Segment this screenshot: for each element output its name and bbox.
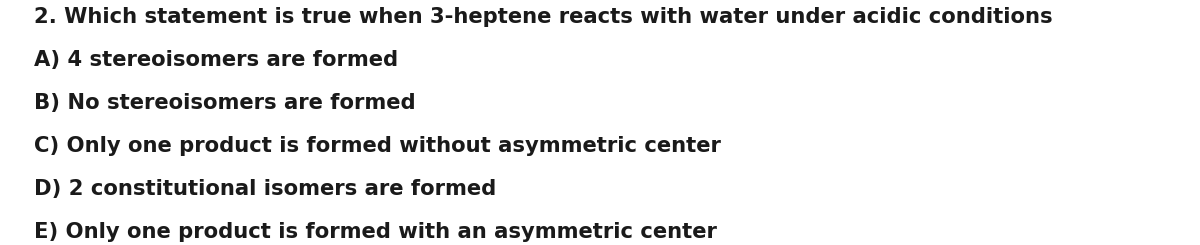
Text: E) Only one product is formed with an asymmetric center: E) Only one product is formed with an as… — [34, 222, 716, 242]
Text: D) 2 constitutional isomers are formed: D) 2 constitutional isomers are formed — [34, 179, 496, 199]
Text: C) Only one product is formed without asymmetric center: C) Only one product is formed without as… — [34, 136, 720, 156]
Text: A) 4 stereoisomers are formed: A) 4 stereoisomers are formed — [34, 50, 397, 70]
Text: B) No stereoisomers are formed: B) No stereoisomers are formed — [34, 93, 415, 113]
Text: 2. Which statement is true when 3-heptene reacts with water under acidic conditi: 2. Which statement is true when 3-hepten… — [34, 7, 1052, 27]
